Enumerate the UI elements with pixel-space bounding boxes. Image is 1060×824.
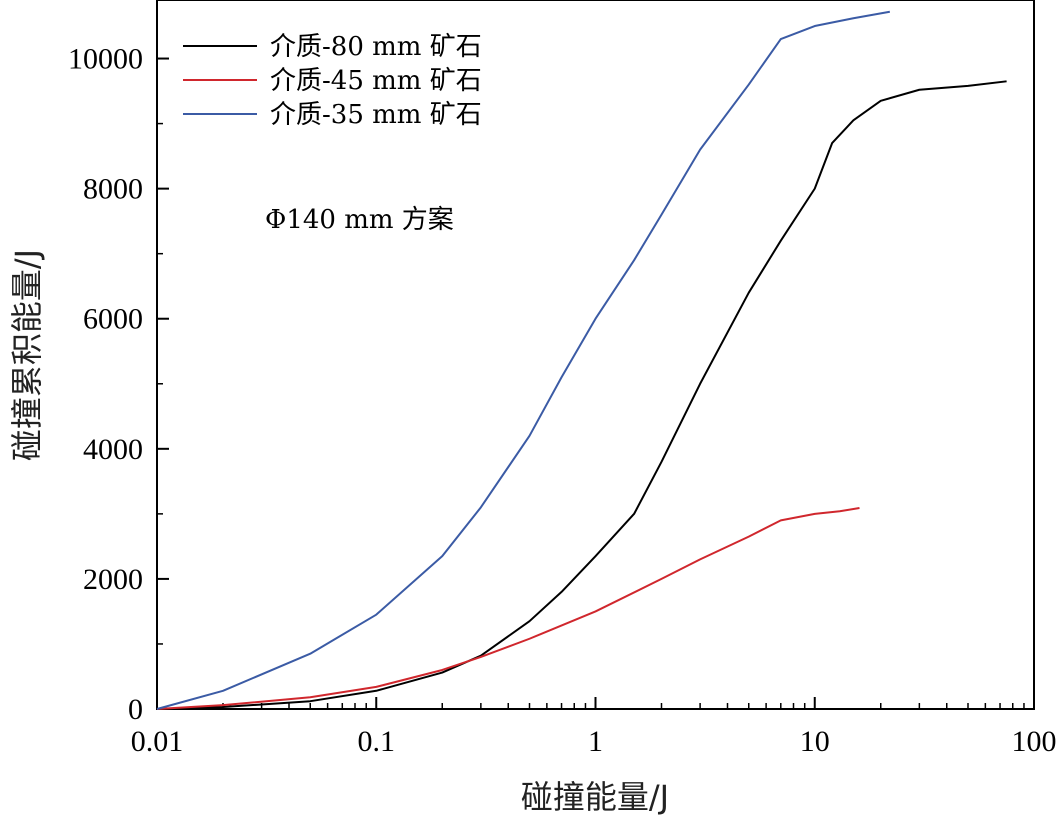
y-axis-ticks (157, 57, 169, 710)
series-line-3 (156, 10, 891, 710)
x-axis-tick-labels: 0.01 0.1 1 10 100 (131, 725, 1057, 758)
y-axis-tick-labels: 0 2000 4000 6000 8000 10000 (68, 43, 143, 726)
y-tick-label: 6000 (83, 303, 143, 336)
legend-label-2: 介质-45 mm 矿石 (270, 66, 482, 96)
series-line-2 (156, 507, 860, 710)
legend-label-1: 介质-80 mm 矿石 (270, 32, 482, 62)
x-axis-ticks (156, 697, 1035, 709)
y-tick-label: 2000 (83, 563, 143, 596)
y-tick-label: 0 (128, 693, 143, 726)
x-tick-label: 0.01 (131, 725, 184, 758)
x-tick-label: 100 (1012, 725, 1057, 758)
x-axis-title: 碰撞能量/J (521, 778, 669, 816)
y-tick-label: 10000 (68, 43, 143, 76)
x-tick-label: 1 (588, 725, 603, 758)
chart-annotation: Φ140 mm 方案 (265, 205, 454, 235)
x-tick-label: 0.1 (358, 725, 396, 758)
x-tick-label: 10 (800, 725, 830, 758)
series-line-1 (156, 80, 1007, 710)
y-tick-label: 8000 (83, 173, 143, 206)
legend-label-3: 介质-35 mm 矿石 (270, 100, 482, 130)
series-lines (156, 10, 1007, 710)
y-axis-title: 碰撞累积能量/J (8, 249, 46, 461)
y-tick-label: 4000 (83, 433, 143, 466)
